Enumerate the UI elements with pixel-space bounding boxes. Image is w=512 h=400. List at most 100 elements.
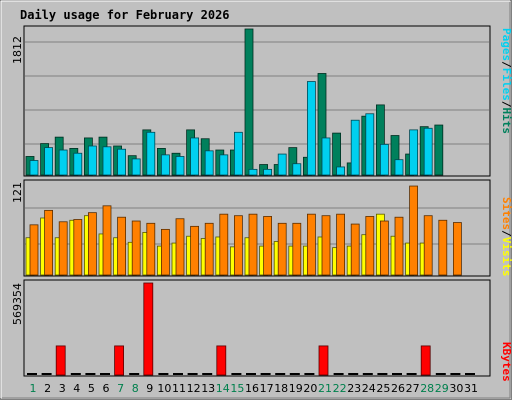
files-bar xyxy=(292,163,302,176)
kbytes-bar xyxy=(55,345,66,376)
day-label: 23 xyxy=(347,382,361,395)
files-bar xyxy=(233,131,243,176)
day-label: 9 xyxy=(146,382,153,395)
legend-sites-visits: Sites/Visits xyxy=(500,197,512,277)
day-label: 28 xyxy=(420,382,434,395)
legend-pages-files-hits: Pages/Files/Hits xyxy=(500,28,512,134)
day-label: 8 xyxy=(132,382,139,395)
kbytes-bar xyxy=(420,345,431,376)
day-label: 13 xyxy=(201,382,215,395)
day-axis: 1 2 3 4 5 6 7 8 9 10 11 12 13 14 15 16 17 18 19 20 21 22 23 24 2… xyxy=(30,382,479,395)
kbytes-axis-max: 569354 xyxy=(11,283,24,325)
files-bar xyxy=(306,81,316,176)
files-bar xyxy=(394,159,404,176)
day-label: 5 xyxy=(88,382,95,395)
sites-bar xyxy=(102,205,112,276)
panel-border xyxy=(23,279,491,377)
day-label: 27 xyxy=(406,382,420,395)
sites-bar xyxy=(233,215,243,276)
files-bar xyxy=(336,166,346,176)
legend-files: Files xyxy=(500,68,512,101)
legend-separator: / xyxy=(500,101,512,108)
sites-visits-panel xyxy=(23,179,491,277)
day-label: 24 xyxy=(362,382,376,395)
kbytes-bar xyxy=(114,345,124,376)
sites-bar xyxy=(292,222,302,276)
sites-bar xyxy=(219,213,229,276)
day-label: 7 xyxy=(117,382,124,395)
files-bar xyxy=(58,149,68,176)
day-label: 29 xyxy=(435,382,449,395)
hits-bar xyxy=(244,28,254,176)
day-label: 20 xyxy=(303,382,317,395)
sites-bar xyxy=(160,228,170,276)
sites-bar xyxy=(306,213,316,276)
files-bar xyxy=(146,131,156,176)
files-bar xyxy=(88,145,97,176)
files-bar xyxy=(29,160,39,176)
day-label: 16 xyxy=(245,382,259,395)
sites-bar xyxy=(438,219,448,276)
sites-bar xyxy=(146,222,156,276)
sites-bar xyxy=(423,215,433,276)
day-label: 6 xyxy=(103,382,110,395)
sites-bar xyxy=(452,222,462,276)
sites-axis-max: 121 xyxy=(11,182,24,203)
sites-bar xyxy=(73,219,83,276)
day-label: 2 xyxy=(44,382,51,395)
sites-bar xyxy=(175,218,185,276)
legend: KBytes xyxy=(500,342,512,382)
day-label: 25 xyxy=(376,382,390,395)
files-bar xyxy=(365,113,375,176)
kbytes-bar xyxy=(216,345,227,376)
panel-border xyxy=(23,179,491,277)
chart-title: Daily usage for February 2026 xyxy=(20,8,230,22)
day-label: 12 xyxy=(187,382,201,395)
files-bar xyxy=(131,158,141,176)
files-bar xyxy=(219,154,229,176)
files-bar xyxy=(423,127,433,176)
sites-bar xyxy=(248,213,258,276)
files-bar xyxy=(277,153,287,176)
files-bar xyxy=(379,143,389,176)
kbytes-bar xyxy=(318,345,329,376)
files-bar xyxy=(73,152,83,176)
legend-visits: Visits xyxy=(500,237,512,277)
day-label: 19 xyxy=(289,382,303,395)
sites-bar xyxy=(394,216,404,276)
hits-axis-max: 1812 xyxy=(11,36,24,64)
sites-bar xyxy=(88,212,97,276)
kbytes-panel xyxy=(23,279,491,377)
sites-bar xyxy=(204,222,214,276)
files-bar xyxy=(102,146,112,176)
sites-bar xyxy=(277,222,287,276)
day-label: 3 xyxy=(59,382,66,395)
day-label: 10 xyxy=(157,382,171,395)
files-bar xyxy=(160,154,170,176)
sites-bar xyxy=(44,209,53,276)
files-bar xyxy=(350,119,360,176)
day-label: 22 xyxy=(333,382,347,395)
day-label: 21 xyxy=(318,382,332,395)
sites-bar xyxy=(131,220,141,276)
day-label: 15 xyxy=(230,382,244,395)
day-label: 4 xyxy=(73,382,80,395)
panel-border xyxy=(23,25,491,177)
legend: Pages/Files/Hits xyxy=(500,28,512,134)
legend-sites: Sites xyxy=(500,197,512,230)
files-bar xyxy=(204,150,214,176)
sites-bar xyxy=(190,225,200,276)
files-bar xyxy=(44,147,53,176)
files-bar xyxy=(321,137,331,176)
day-label: 11 xyxy=(172,382,186,395)
sites-bar xyxy=(29,224,39,276)
sites-bar xyxy=(321,215,331,276)
sites-bar xyxy=(379,220,389,276)
day-label: 14 xyxy=(216,382,230,395)
legend-pages: Pages xyxy=(500,28,512,61)
day-label: 17 xyxy=(260,382,274,395)
files-bar xyxy=(117,148,126,176)
day-label: 30 xyxy=(449,382,463,395)
hits-files-pages-panel xyxy=(23,25,491,177)
